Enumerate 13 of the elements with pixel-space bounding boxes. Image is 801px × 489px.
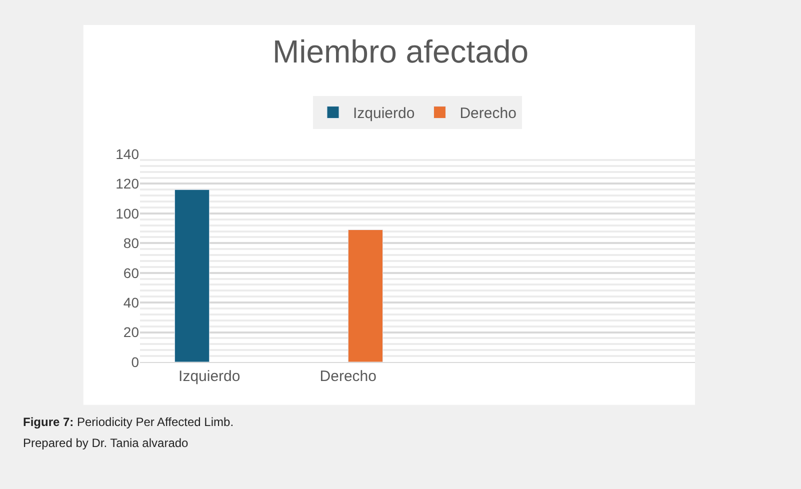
caption: Figure 7: Periodicity Per Affected Limb. bbox=[23, 415, 234, 429]
y-tick-label: 100 bbox=[116, 205, 140, 222]
y-tick-label: 60 bbox=[123, 264, 140, 281]
y-tick-label: 80 bbox=[123, 235, 140, 252]
y-tick-label: 120 bbox=[116, 176, 140, 192]
chart-title: Miembro afectado bbox=[272, 34, 529, 70]
text: Prepared by Dr. Tania alvarado bbox=[23, 436, 189, 450]
legend-label: Derecho bbox=[460, 105, 516, 122]
y-tick-label: 0 bbox=[131, 354, 140, 370]
y-tick-label: 140 bbox=[116, 146, 140, 162]
y-tick-label: 40 bbox=[123, 294, 140, 310]
legend-label: Izquierdo bbox=[353, 105, 415, 122]
y-tick-label: 20 bbox=[123, 324, 140, 340]
